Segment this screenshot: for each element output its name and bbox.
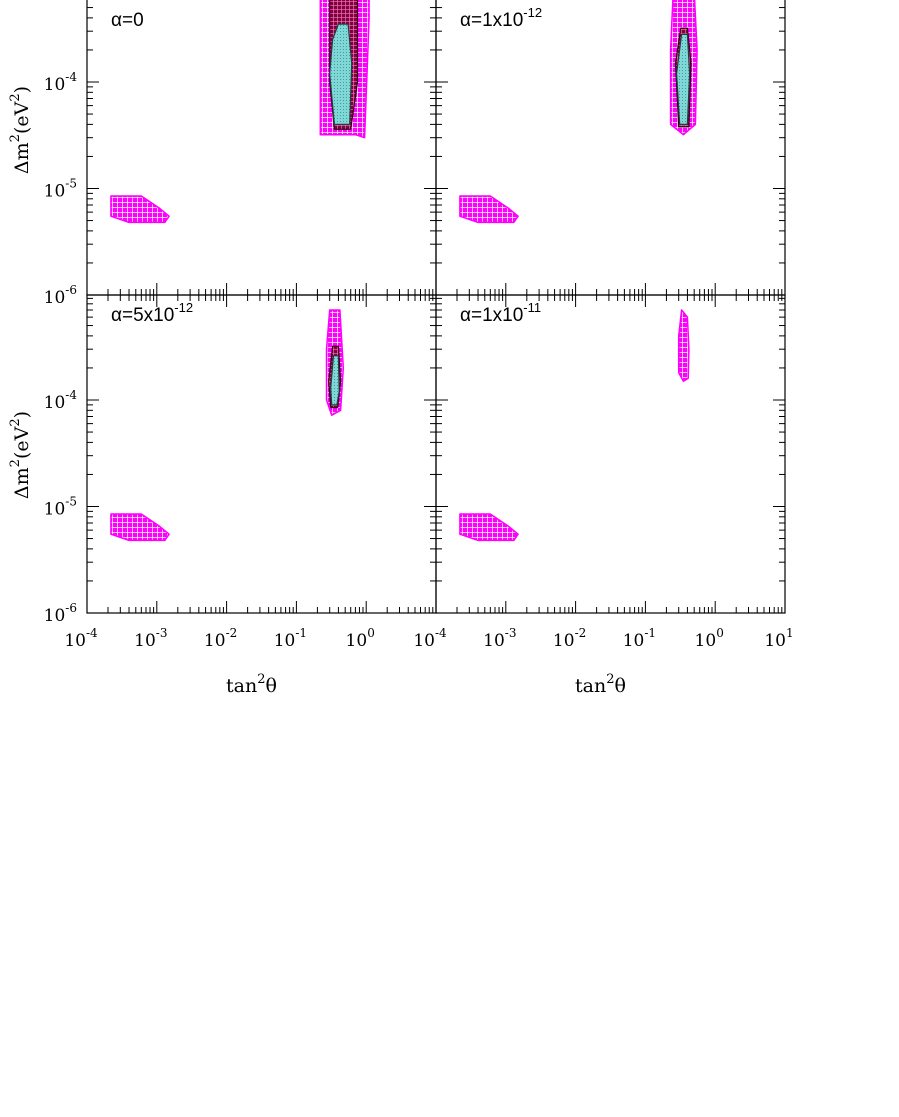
x-tick-label-right-0: 100 — [695, 626, 724, 651]
region-99-cl-1 — [110, 513, 170, 542]
panel-4-ticks — [436, 295, 785, 614]
panel-2-ticks — [436, 7, 785, 296]
y-axis-title-1: Δm2(eV2) — [8, 86, 33, 174]
x-tick-label-left-0: 100 — [346, 626, 375, 651]
panel-3-label: α=5x10-12 — [111, 300, 193, 326]
x-tick-label-right--1: 10-1 — [623, 626, 656, 651]
region-99-cl-2 — [677, 309, 690, 382]
x-tick-label-left--1: 10-1 — [274, 626, 307, 651]
x-axis-title-2: tan2θ — [575, 672, 626, 697]
y-tick-label--6: 10-6 — [44, 283, 77, 308]
panel-1-frame — [86, 0, 437, 296]
region-90-cl-4 — [675, 33, 691, 126]
y-tick-label--5: 10-5 — [44, 177, 77, 202]
y-tick-label--4: 10-4 — [44, 70, 78, 95]
x-tick-label-right--4: 10-4 — [413, 626, 447, 651]
x-tick-label-right--3: 10-3 — [483, 626, 516, 651]
x-tick-label-right--2: 10-2 — [553, 626, 586, 651]
panel-2-regions — [459, 0, 698, 224]
panel-2: α=1x10-12 — [435, 0, 786, 296]
panel-3: α=5x10-12 — [86, 294, 437, 614]
panel-1: α=0 — [86, 0, 437, 296]
x-axis-title-1: tan2θ — [226, 672, 277, 697]
x-tick-label-left--3: 10-3 — [134, 626, 167, 651]
panel-2-label: α=1x10-12 — [460, 5, 542, 31]
y-tick-label--4: 10-4 — [44, 388, 78, 413]
x-tick-label-left--4: 10-4 — [64, 626, 98, 651]
region-99-cl-1 — [110, 195, 170, 224]
y-tick-label--6: 10-6 — [44, 601, 77, 626]
y-tick-label--5: 10-5 — [44, 495, 77, 520]
x-tick-label-right-1: 101 — [764, 626, 793, 651]
x-tick-label-left--2: 10-2 — [204, 626, 237, 651]
panel-1-ticks — [87, 7, 436, 296]
panel-2-frame — [435, 0, 786, 296]
panel-1-label: α=0 — [111, 10, 144, 31]
panel-1-regions — [110, 0, 370, 224]
region-99-cl-1 — [459, 513, 519, 542]
panel-3-ticks — [87, 295, 436, 614]
region-90-cl-4 — [330, 355, 340, 406]
panel-3-regions — [110, 309, 345, 542]
panel-4-frame — [435, 294, 786, 614]
panel-3-frame — [86, 294, 437, 614]
region-90-cl-4 — [329, 23, 353, 126]
panel-4-label: α=1x10-11 — [460, 300, 541, 326]
panel-4-regions — [459, 309, 690, 542]
y-axis-title-2: Δm2(eV2) — [8, 411, 33, 499]
panel-4: α=1x10-11 — [435, 294, 786, 614]
region-99-cl-1 — [459, 195, 519, 224]
